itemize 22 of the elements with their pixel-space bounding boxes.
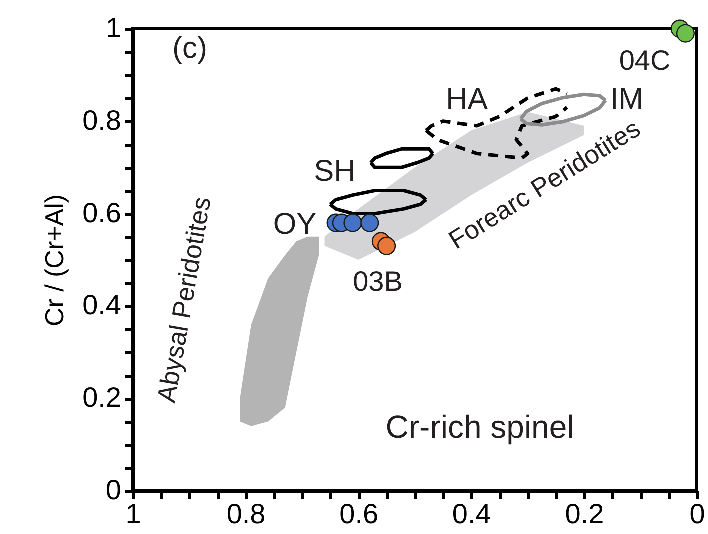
y-tick-label: 0 — [106, 474, 122, 506]
y-tick-label: 0.8 — [82, 104, 122, 136]
x-tick-label: 0.6 — [340, 498, 379, 530]
x-tick-label: 0.8 — [226, 498, 266, 530]
annotation: OY — [273, 208, 317, 241]
annotation: Cr-rich spinel — [386, 409, 574, 445]
y-tick-label: 0.6 — [82, 197, 122, 228]
annotation: SH — [314, 155, 356, 188]
x-tick-label: 0.4 — [452, 498, 492, 530]
annotation: HA — [446, 83, 488, 116]
annotation: (c) — [172, 32, 208, 65]
y-tick-label: 0.2 — [82, 382, 122, 414]
x-tick-label: 0.2 — [565, 498, 604, 530]
y-tick-label: 0.4 — [82, 290, 122, 321]
y-axis-title: Cr / (Cr+Al) — [40, 194, 70, 327]
annotation: IM — [610, 83, 644, 116]
annotation: 04C — [619, 45, 671, 76]
y-tick-label: 1 — [106, 12, 122, 44]
x-tick-label: 0 — [690, 498, 706, 530]
x-tick-label: 1 — [126, 498, 142, 530]
annotation: Abysal Peridotites — [151, 194, 217, 405]
annotation: 03B — [353, 266, 403, 297]
